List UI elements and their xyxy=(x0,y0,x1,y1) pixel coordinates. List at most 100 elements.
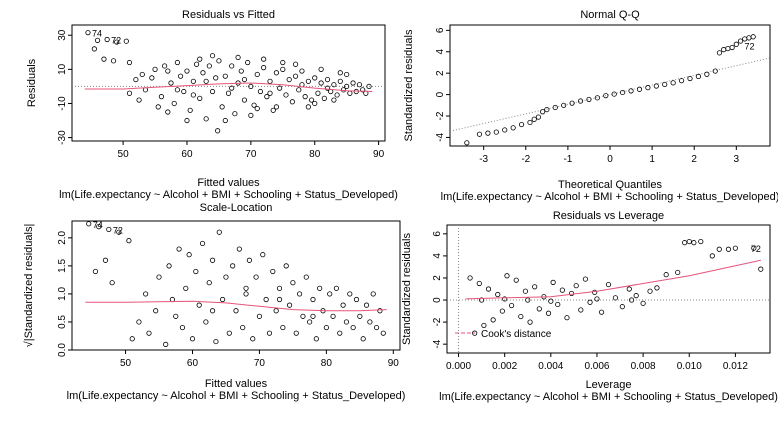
data-point xyxy=(550,279,556,285)
x-tick-label: 0.010 xyxy=(677,361,702,372)
data-point xyxy=(183,285,189,291)
legend-label: Cook's distance xyxy=(481,329,552,340)
data-point xyxy=(746,35,752,41)
x-axis-label: Fitted values xyxy=(197,177,260,189)
data-point xyxy=(373,324,380,331)
data-point xyxy=(312,100,318,107)
data-point xyxy=(190,78,196,84)
y-tick-label: -30 xyxy=(57,130,68,145)
x-tick-label: 60 xyxy=(181,149,193,160)
data-point xyxy=(241,97,248,103)
data-point xyxy=(296,87,302,93)
data-point xyxy=(312,75,318,81)
data-point xyxy=(254,71,260,78)
plot-title: Scale-Location xyxy=(200,202,273,214)
y-tick-label: 4 xyxy=(432,253,443,259)
data-point xyxy=(189,336,196,342)
data-point xyxy=(96,224,102,230)
data-point xyxy=(481,322,487,329)
x-tick-label: 1 xyxy=(649,154,655,165)
x-tick-label: -2 xyxy=(521,154,530,165)
data-point xyxy=(197,56,203,62)
data-point xyxy=(270,268,276,275)
data-point xyxy=(243,291,249,297)
data-point xyxy=(611,91,617,97)
plot-frame xyxy=(446,224,771,354)
data-point xyxy=(628,88,634,94)
data-point xyxy=(356,82,363,88)
data-point xyxy=(344,71,350,78)
data-point xyxy=(331,97,337,103)
data-point xyxy=(85,30,91,36)
data-point xyxy=(104,36,110,43)
y-tick-label: 1.5 xyxy=(57,258,68,272)
plot-title: Normal Q-Q xyxy=(580,9,640,21)
data-point xyxy=(267,90,273,96)
plot-frame xyxy=(449,24,771,147)
x-axis-label: Theoretical Quantiles xyxy=(558,179,662,191)
data-point xyxy=(518,313,524,320)
data-point xyxy=(226,330,232,336)
data-point xyxy=(490,317,496,323)
model-caption: lm(Life.expectancy ~ Alcohol + BMI + Sch… xyxy=(59,189,398,201)
data-point xyxy=(277,85,283,91)
y-tick-label: 2 xyxy=(435,70,446,76)
plot-area: 72 xyxy=(450,34,770,146)
x-tick-label: 70 xyxy=(254,358,266,369)
data-point xyxy=(347,291,353,297)
data-point xyxy=(153,308,159,314)
data-point xyxy=(555,301,561,308)
data-point xyxy=(653,83,659,89)
data-point xyxy=(230,263,236,269)
y-tick-label: -10 xyxy=(57,96,68,111)
data-point xyxy=(380,330,386,336)
data-point xyxy=(527,319,533,325)
data-point xyxy=(264,94,270,100)
data-point xyxy=(206,63,212,69)
y-tick-label: 2.0 xyxy=(57,230,68,244)
data-point xyxy=(313,336,319,342)
data-point xyxy=(203,116,209,122)
data-point xyxy=(260,252,266,258)
data-point xyxy=(222,117,228,124)
data-point xyxy=(273,70,280,76)
data-point xyxy=(612,295,619,301)
data-point xyxy=(156,274,162,280)
smooth-line xyxy=(465,259,761,300)
data-point xyxy=(626,286,632,292)
x-tick-label: 0.008 xyxy=(631,361,656,372)
data-point xyxy=(750,34,756,40)
data-point xyxy=(485,130,491,136)
data-point xyxy=(504,273,510,279)
data-point xyxy=(129,336,135,342)
plot-title: Residuals vs Leverage xyxy=(553,210,664,222)
data-point xyxy=(251,102,257,108)
panel-2: Normal Q-Q -3 -2 -1 0 1 2 3 -4 -2 0 2 4 6 Theoretical … xyxy=(403,9,778,203)
data-point xyxy=(464,140,470,146)
data-point xyxy=(184,68,190,74)
data-point xyxy=(193,268,199,275)
data-point xyxy=(315,90,321,96)
data-point xyxy=(636,86,643,92)
y-tick-label: 1.0 xyxy=(57,287,68,301)
data-point xyxy=(502,127,508,133)
data-point xyxy=(216,229,222,235)
data-point xyxy=(360,336,366,342)
data-point xyxy=(712,68,718,74)
data-point xyxy=(698,238,704,245)
data-point xyxy=(331,82,337,88)
data-point xyxy=(347,90,353,96)
data-point xyxy=(293,330,299,336)
data-point xyxy=(587,299,593,305)
data-point xyxy=(532,284,538,290)
plot-title: Residuals vs Fitted xyxy=(182,9,275,21)
x-tick-label: 0.004 xyxy=(538,361,563,372)
x-tick-label: 0.002 xyxy=(492,361,517,372)
data-point xyxy=(174,87,180,93)
data-point xyxy=(235,54,241,61)
data-point xyxy=(751,245,757,251)
data-point xyxy=(229,63,235,69)
data-point xyxy=(190,92,196,98)
data-point xyxy=(283,92,289,98)
